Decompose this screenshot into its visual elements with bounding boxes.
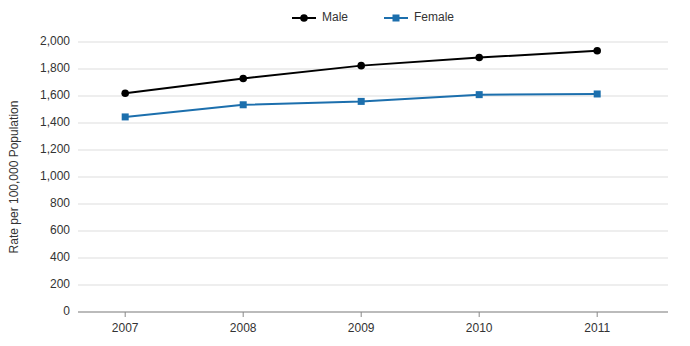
grid-line (78, 204, 668, 205)
series-line (125, 94, 597, 117)
point (239, 75, 247, 83)
grid-line (78, 123, 668, 124)
x-axis-line (78, 312, 668, 313)
y-tick-label: 600 (50, 223, 70, 237)
x-tick (243, 312, 244, 317)
grid-line (78, 42, 668, 43)
x-tick (479, 312, 480, 317)
legend: Male Female (292, 10, 454, 24)
y-tick-label: 1,800 (40, 61, 70, 75)
grid-line (78, 312, 668, 313)
plot-area (121, 47, 601, 120)
chart-svg: 0 200 400 600 800 1,000 1,200 1,400 1,600 1,800 2,… (0, 0, 690, 346)
y-tick-label: 1,400 (40, 115, 70, 129)
y-tick-label: 400 (50, 250, 70, 264)
chart-container: 0 200 400 600 800 1,000 1,200 1,400 1,600 1,800 2,… (0, 0, 690, 346)
point (122, 113, 129, 120)
grid (78, 42, 668, 312)
legend-label: Male (322, 10, 348, 24)
x-tick-label: 2010 (466, 321, 493, 335)
point (121, 90, 129, 98)
point (475, 54, 483, 62)
legend-label: Female (414, 10, 454, 24)
y-tick-label: 200 (50, 277, 70, 291)
x-tick-label: 2007 (112, 321, 139, 335)
y-tick-label: 1,200 (40, 142, 70, 156)
grid-line (78, 285, 668, 286)
y-tick-label: 1,600 (40, 88, 70, 102)
x-tick-label: 2009 (348, 321, 375, 335)
point (593, 47, 601, 55)
point (358, 98, 365, 105)
grid-line (78, 69, 668, 70)
y-tick-label: 2,000 (40, 34, 70, 48)
grid-line (78, 231, 668, 232)
series-line (125, 51, 597, 94)
grid-line (78, 96, 668, 97)
y-axis: 0 200 400 600 800 1,000 1,200 1,400 1,600 1,800 2,… (40, 34, 70, 318)
legend-marker (300, 14, 308, 22)
y-tick-label: 0 (63, 304, 70, 318)
grid-line (78, 177, 668, 178)
point (357, 62, 365, 70)
y-axis-label: Rate per 100,000 Population (7, 101, 21, 254)
x-tick-label: 2011 (584, 321, 610, 335)
point (476, 91, 483, 98)
point (240, 101, 247, 108)
y-tick-label: 800 (50, 196, 70, 210)
legend-item: Female (384, 10, 454, 24)
legend-marker (393, 15, 400, 22)
point (594, 90, 601, 97)
x-tick (597, 312, 598, 317)
legend-item: Male (292, 10, 348, 24)
x-tick (125, 312, 126, 317)
x-axis: 2007 2008 2009 2010 2011 (78, 312, 668, 335)
x-tick (361, 312, 362, 317)
y-tick-label: 1,000 (40, 169, 70, 183)
x-tick-label: 2008 (230, 321, 257, 335)
grid-line (78, 258, 668, 259)
grid-line (78, 150, 668, 151)
